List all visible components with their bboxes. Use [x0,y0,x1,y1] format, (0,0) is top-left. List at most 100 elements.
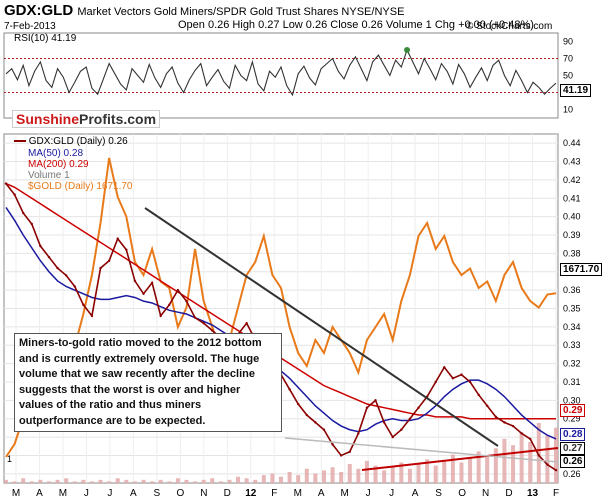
volume-bar [218,481,223,483]
price-point [443,366,446,369]
rsi-tick-label: 90 [563,37,573,47]
y-tick-label: 0.38 [563,248,581,258]
volume-bar [158,479,163,483]
volume-bar [468,457,473,483]
volume-bar [304,468,309,483]
price-point [116,237,119,240]
volume-bar [236,476,241,483]
y-tick-label: 0.30 [563,395,581,405]
rsi-tick-label: 10 [563,105,573,115]
y-tick-label: 0.26 [563,469,581,479]
price-point [322,428,326,431]
price-point [417,406,420,409]
volume-bar [115,478,120,483]
volume-bar [55,479,60,483]
rsi-line [5,48,557,97]
volume-bar [321,470,326,483]
rsi-tick-label: 70 [563,54,573,64]
annotation-box: Miners-to-gold ratio moved to the 2012 b… [14,333,282,432]
y-tick-label: 0.39 [563,230,581,240]
y-tick-label: 0.36 [563,285,581,295]
price-point [296,402,300,406]
y-tick-label: 0.32 [563,359,581,369]
volume-bar [493,448,498,483]
y-tick-label: 0.34 [563,322,581,332]
price-point [331,443,334,446]
volume-bar [46,481,51,483]
x-tick-label: 12 [245,488,257,499]
legend-ma50: MA(50) 0.28 [28,148,84,159]
price-point [176,288,180,292]
volume-bar [12,481,17,483]
price-point [374,399,377,402]
y-tick-label: 0.44 [563,138,581,148]
price-point [408,417,412,420]
ticker: GDX:GLD [4,2,74,19]
price-point [21,211,25,215]
y-tick-label: 0.40 [563,212,581,222]
y-tick-label: 0.41 [563,193,581,203]
price-point [314,421,317,424]
volume-bar [107,481,112,483]
brand-logo: SunshineProfits.com [12,110,161,128]
x-tick-label: N [482,488,489,499]
price-point [391,435,394,439]
rsi-panel [3,32,559,119]
downtrend-line [144,207,499,447]
volume-bar [270,473,275,483]
volume-bar [132,481,137,483]
volume-bar [519,432,524,483]
price-point [339,454,343,457]
x-tick-label: D [505,488,512,499]
volume-bar [459,462,464,483]
y-tick-label: 0.42 [563,175,581,185]
volume-bar [545,435,550,483]
y-tick-label: 0.31 [563,377,581,387]
volume-bar [193,481,198,483]
volume-bar [554,427,558,483]
price-point [82,303,85,307]
volume-bar [485,456,490,483]
y-tick-label: 0.35 [563,304,581,314]
price-point [4,182,8,185]
ma50-tag: 0.28 [560,428,586,441]
legend-gold: $GOLD (Daily) 1671.70 [28,181,133,192]
price-point [554,468,558,472]
volume-bar [287,471,292,483]
rsi-tick-label: 50 [563,71,573,81]
tag-027: 0.27 [560,442,586,455]
volume-bar [330,467,335,483]
quote-line: Open 0.26 High 0.27 Low 0.26 Close 0.26 … [178,19,534,31]
price-point [468,380,472,384]
chart-subtitle: Market Vectors Gold Miners/SPDR Gold Tru… [77,6,405,18]
volume-bar [244,478,249,483]
volume-bar [29,481,34,483]
price-point [47,255,51,259]
gold-value-tag: 1671.70 [560,263,602,276]
volume-bar [399,462,404,483]
volume-bar [150,481,155,483]
volume-bar [210,478,215,483]
x-tick-label: M [59,488,67,499]
volume-bar [72,481,77,483]
price-point [168,303,171,307]
price-point [529,437,532,441]
price-point [503,421,506,424]
volume-bar [98,479,103,483]
price-point [460,373,463,376]
price-point [365,406,369,409]
x-tick-label: J [389,488,394,499]
x-tick-label: S [154,488,161,499]
volume-axis-label: 1 [7,454,12,464]
volume-bar [528,441,533,483]
rsi-label: RSI(10) 41.19 [14,33,77,44]
logo-part2: Profits.com [79,111,157,127]
legend-volume: Volume 1 [28,170,70,181]
y-tick-label: 0.43 [563,157,581,167]
volume-bar [442,460,447,483]
volume-bar [4,479,8,483]
volume-bar [227,479,232,483]
price-point [73,285,76,288]
legend-main: GDX:GLD (Daily) 0.26 [14,136,128,147]
volume-bar [89,481,94,483]
